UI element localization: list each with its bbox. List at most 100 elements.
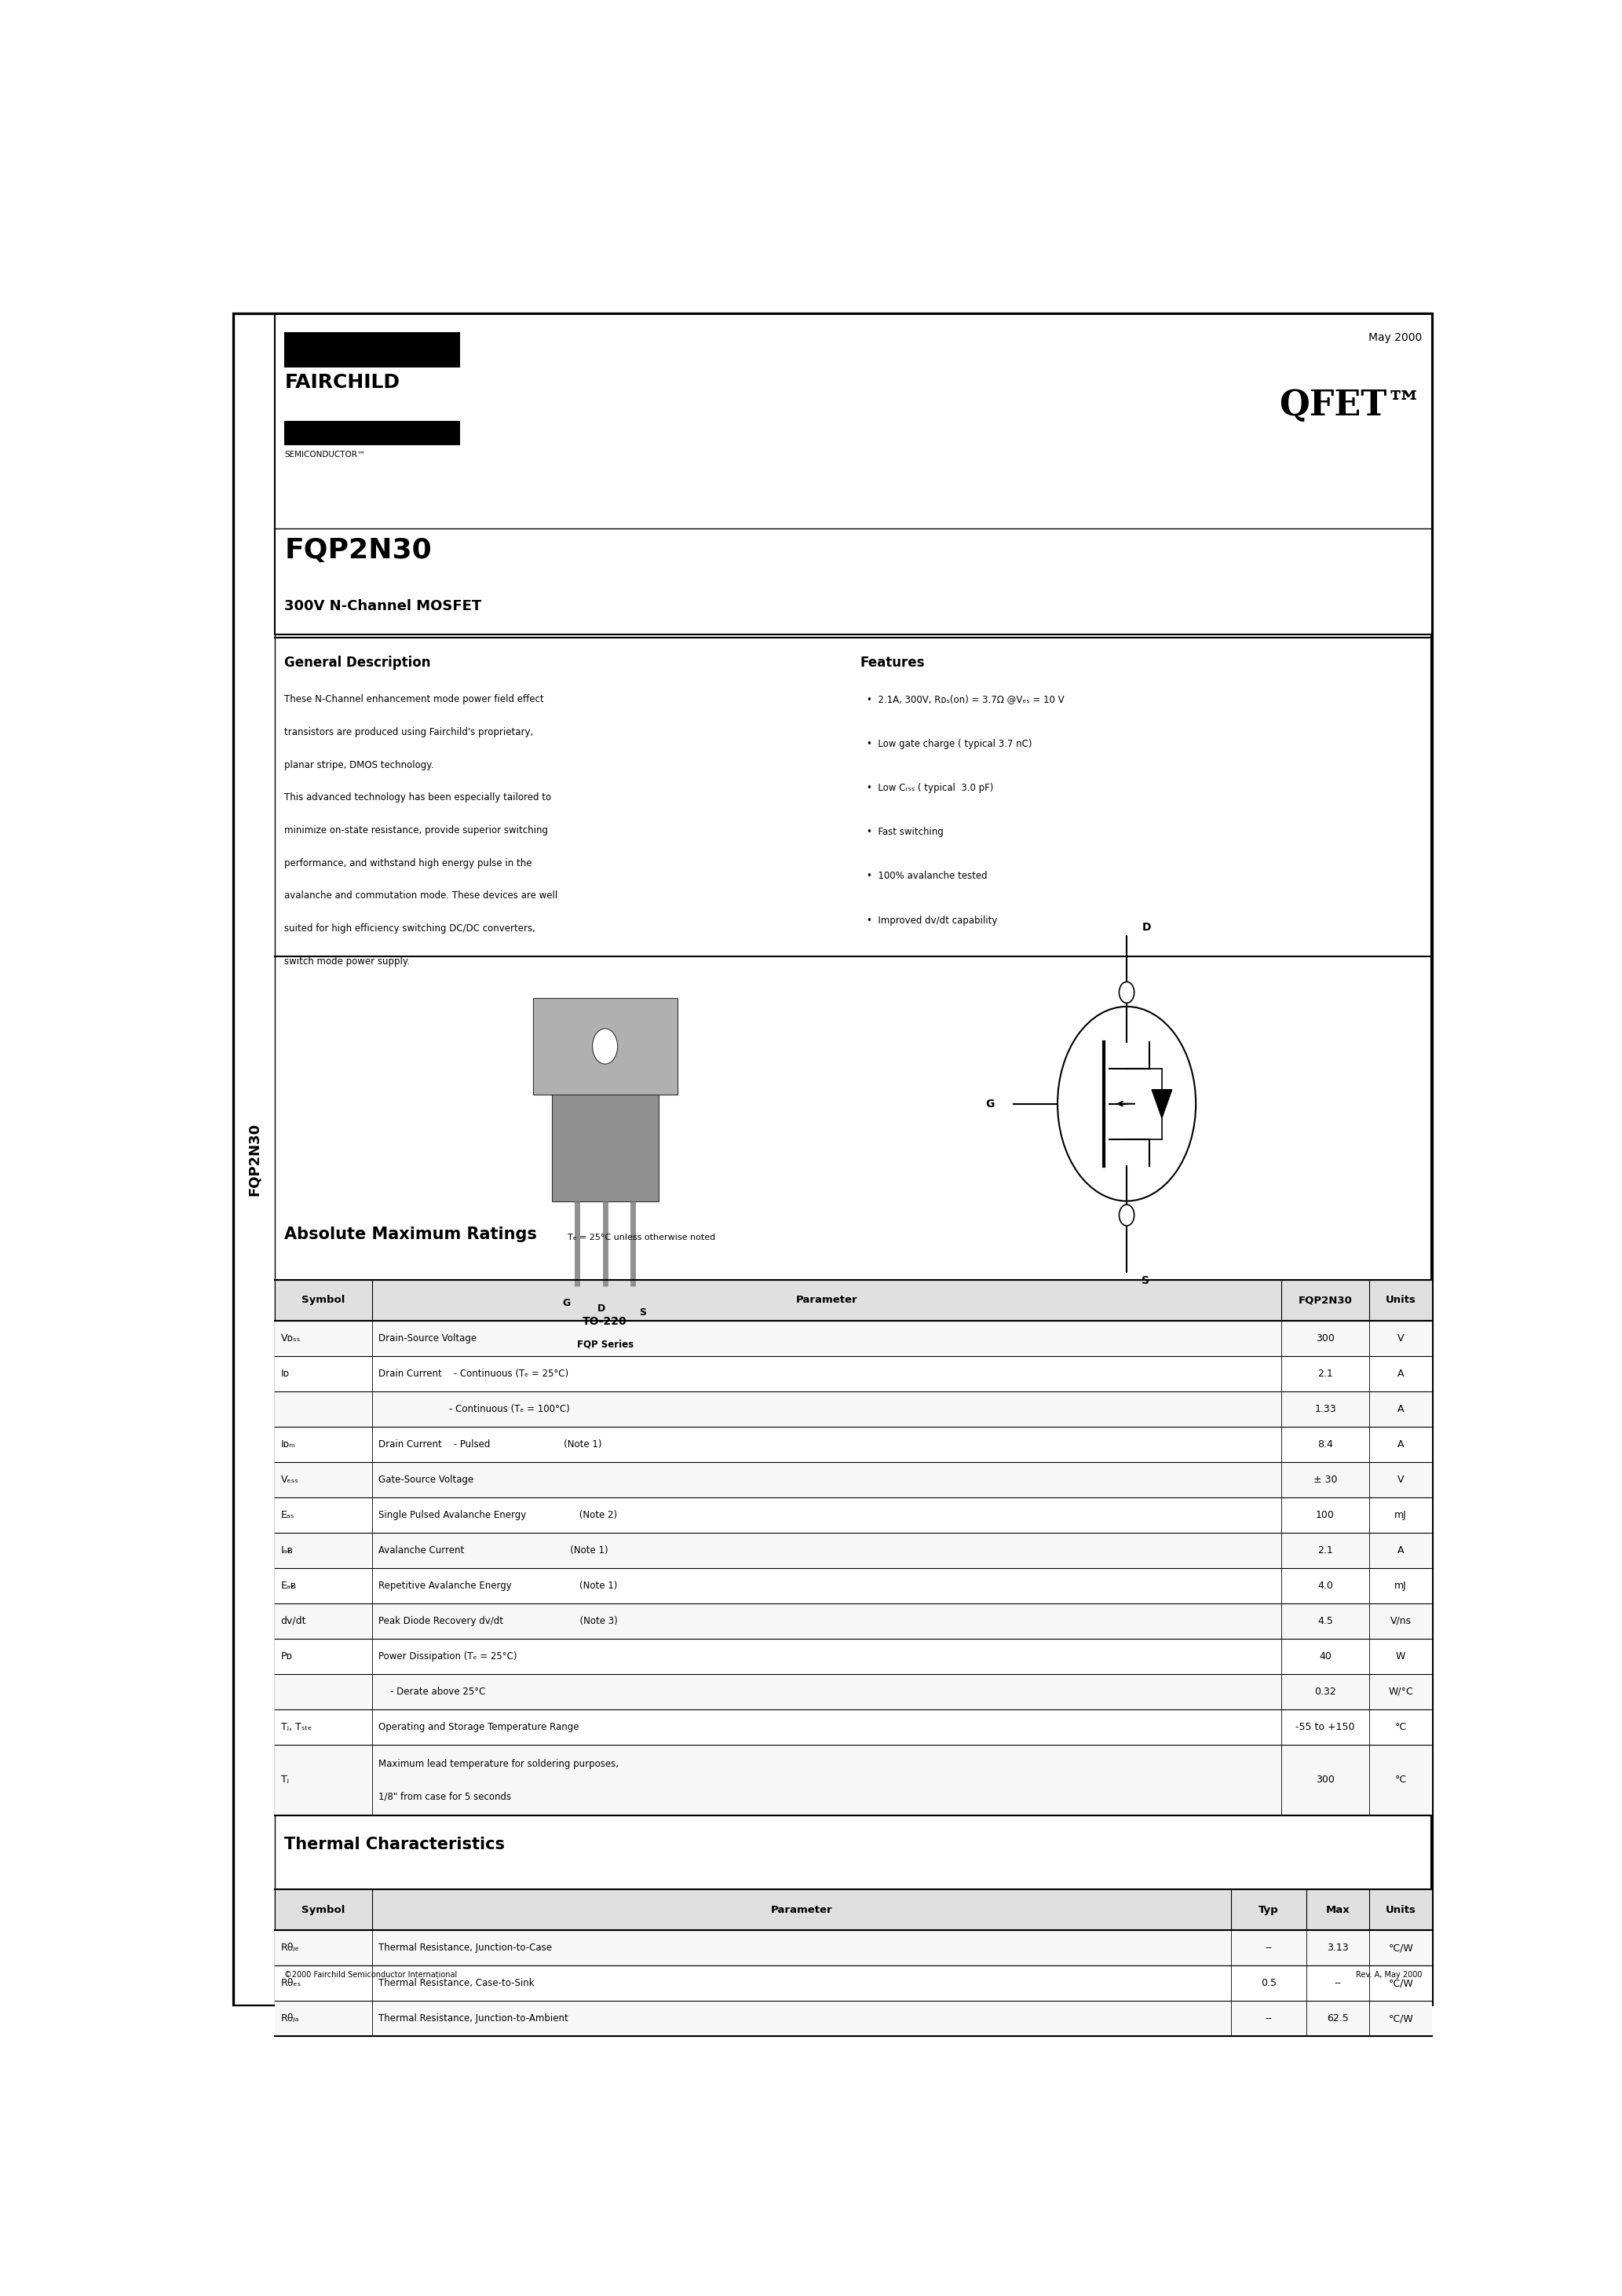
Text: °C/W: °C/W xyxy=(1388,2014,1413,2023)
Text: Vₑₛₛ: Vₑₛₛ xyxy=(281,1474,298,1486)
Text: •  Improved dv/dt capability: • Improved dv/dt capability xyxy=(866,916,998,925)
Text: ©2000 Fairchild Semiconductor International: ©2000 Fairchild Semiconductor Internatio… xyxy=(284,1970,457,1979)
Text: 3.13: 3.13 xyxy=(1327,1942,1350,1954)
Text: Repetitive Avalanche Energy                       (Note 1): Repetitive Avalanche Energy (Note 1) xyxy=(380,1580,618,1591)
FancyBboxPatch shape xyxy=(274,1708,1432,1745)
FancyBboxPatch shape xyxy=(274,315,1432,634)
FancyBboxPatch shape xyxy=(234,315,274,2004)
Text: Absolute Maximum Ratings: Absolute Maximum Ratings xyxy=(284,1226,537,1242)
Text: Tⱼ, Tₛₜₑ: Tⱼ, Tₛₜₑ xyxy=(281,1722,311,1731)
Text: mJ: mJ xyxy=(1395,1580,1406,1591)
Text: Units: Units xyxy=(1385,1295,1416,1304)
Text: 2.1: 2.1 xyxy=(1317,1545,1333,1554)
Text: •  Low gate charge ( typical 3.7 nC): • Low gate charge ( typical 3.7 nC) xyxy=(866,739,1032,748)
Text: Typ: Typ xyxy=(1259,1906,1278,1915)
Circle shape xyxy=(592,1029,618,1063)
Text: Eₐₛ: Eₐₛ xyxy=(281,1511,294,1520)
Text: W: W xyxy=(1397,1651,1406,1662)
Text: V: V xyxy=(1398,1474,1405,1486)
Text: •  2.1A, 300V, Rᴅₛ(on) = 3.7Ω @Vₑₛ = 10 V: • 2.1A, 300V, Rᴅₛ(on) = 3.7Ω @Vₑₛ = 10 V xyxy=(866,693,1064,705)
Text: Thermal Resistance, Junction-to-Case: Thermal Resistance, Junction-to-Case xyxy=(380,1942,551,1954)
FancyBboxPatch shape xyxy=(274,1674,1432,1708)
Text: Peak Diode Recovery dv/dt                          (Note 3): Peak Diode Recovery dv/dt (Note 3) xyxy=(380,1616,618,1626)
Text: Gate-Source Voltage: Gate-Source Voltage xyxy=(380,1474,474,1486)
FancyBboxPatch shape xyxy=(274,1568,1432,1603)
Text: D: D xyxy=(1142,921,1150,932)
Text: --: -- xyxy=(1265,1942,1272,1954)
Text: Avalanche Current                                    (Note 1): Avalanche Current (Note 1) xyxy=(380,1545,608,1554)
Text: Tₑ = 25°C unless otherwise noted: Tₑ = 25°C unless otherwise noted xyxy=(568,1233,715,1242)
Text: 1/8" from case for 5 seconds: 1/8" from case for 5 seconds xyxy=(380,1791,511,1802)
FancyBboxPatch shape xyxy=(274,1745,1432,1816)
Text: Features: Features xyxy=(860,657,925,670)
Text: mJ: mJ xyxy=(1395,1511,1406,1520)
Text: Rθⱼₑ: Rθⱼₑ xyxy=(281,1942,300,1954)
FancyBboxPatch shape xyxy=(274,1965,1432,2002)
Text: General Description: General Description xyxy=(284,657,431,670)
Text: Symbol: Symbol xyxy=(302,1295,345,1304)
Text: D: D xyxy=(597,1304,605,1313)
Text: Power Dissipation (Tₑ = 25°C): Power Dissipation (Tₑ = 25°C) xyxy=(380,1651,517,1662)
Text: performance, and withstand high energy pulse in the: performance, and withstand high energy p… xyxy=(284,859,532,868)
Text: Symbol: Symbol xyxy=(302,1906,345,1915)
Text: G: G xyxy=(986,1097,994,1109)
Text: Vᴅₛₛ: Vᴅₛₛ xyxy=(281,1334,300,1343)
Text: 1.33: 1.33 xyxy=(1314,1403,1337,1414)
FancyBboxPatch shape xyxy=(234,315,1432,2004)
Text: W/°C: W/°C xyxy=(1388,1688,1413,1697)
Text: --: -- xyxy=(1265,2014,1272,2023)
Text: S: S xyxy=(1142,1274,1150,1286)
Text: G: G xyxy=(563,1297,571,1309)
Text: Rθⱼₐ: Rθⱼₐ xyxy=(281,2014,298,2023)
FancyBboxPatch shape xyxy=(274,1391,1432,1426)
Text: Max: Max xyxy=(1325,1906,1350,1915)
Text: Operating and Storage Temperature Range: Operating and Storage Temperature Range xyxy=(380,1722,579,1731)
Text: 4.5: 4.5 xyxy=(1317,1616,1333,1626)
Text: 100: 100 xyxy=(1315,1511,1335,1520)
FancyBboxPatch shape xyxy=(284,333,461,367)
FancyBboxPatch shape xyxy=(274,1639,1432,1674)
FancyBboxPatch shape xyxy=(274,1355,1432,1391)
Text: TO-220: TO-220 xyxy=(582,1316,628,1327)
Text: °C/W: °C/W xyxy=(1388,1979,1413,1988)
Text: Iₐᴃ: Iₐᴃ xyxy=(281,1545,294,1554)
Text: Eₐᴃ: Eₐᴃ xyxy=(281,1580,297,1591)
Text: °C: °C xyxy=(1395,1722,1406,1731)
FancyBboxPatch shape xyxy=(274,1931,1432,1965)
Text: 0.32: 0.32 xyxy=(1314,1688,1337,1697)
FancyBboxPatch shape xyxy=(274,2002,1432,2037)
FancyBboxPatch shape xyxy=(274,1463,1432,1497)
Text: These N-Channel enhancement mode power field effect: These N-Channel enhancement mode power f… xyxy=(284,693,543,705)
Text: Single Pulsed Avalanche Energy                  (Note 2): Single Pulsed Avalanche Energy (Note 2) xyxy=(380,1511,618,1520)
Text: Rθₑₛ: Rθₑₛ xyxy=(281,1979,302,1988)
Text: Parameter: Parameter xyxy=(770,1906,832,1915)
FancyBboxPatch shape xyxy=(274,1890,1432,1931)
FancyBboxPatch shape xyxy=(274,1426,1432,1463)
Text: -55 to +150: -55 to +150 xyxy=(1296,1722,1354,1731)
Text: Drain-Source Voltage: Drain-Source Voltage xyxy=(380,1334,477,1343)
Text: V/ns: V/ns xyxy=(1390,1616,1411,1626)
Text: 8.4: 8.4 xyxy=(1317,1440,1333,1449)
Text: Iᴅₘ: Iᴅₘ xyxy=(281,1440,295,1449)
Text: Thermal Resistance, Case-to-Sink: Thermal Resistance, Case-to-Sink xyxy=(380,1979,535,1988)
Text: 62.5: 62.5 xyxy=(1327,2014,1350,2023)
FancyBboxPatch shape xyxy=(274,1279,1432,1320)
Text: Rev. A, May 2000: Rev. A, May 2000 xyxy=(1356,1970,1422,1979)
Text: This advanced technology has been especially tailored to: This advanced technology has been especi… xyxy=(284,792,551,804)
Text: FQP Series: FQP Series xyxy=(577,1339,633,1350)
Polygon shape xyxy=(532,999,678,1095)
FancyBboxPatch shape xyxy=(274,1320,1432,1355)
FancyBboxPatch shape xyxy=(274,1531,1432,1568)
Text: dv/dt: dv/dt xyxy=(281,1616,307,1626)
Text: suited for high efficiency switching DC/DC converters,: suited for high efficiency switching DC/… xyxy=(284,923,535,934)
Text: Parameter: Parameter xyxy=(796,1295,858,1304)
Text: Units: Units xyxy=(1385,1906,1416,1915)
Text: Iᴅ: Iᴅ xyxy=(281,1368,289,1378)
Text: - Continuous (Tₑ = 100°C): - Continuous (Tₑ = 100°C) xyxy=(380,1403,569,1414)
Text: Drain Current    - Continuous (Tₑ = 25°C): Drain Current - Continuous (Tₑ = 25°C) xyxy=(380,1368,569,1378)
Circle shape xyxy=(1119,983,1134,1003)
Text: 300V N-Channel MOSFET: 300V N-Channel MOSFET xyxy=(284,599,482,613)
Text: Pᴅ: Pᴅ xyxy=(281,1651,292,1662)
Text: 40: 40 xyxy=(1319,1651,1332,1662)
Text: •  100% avalanche tested: • 100% avalanche tested xyxy=(866,870,988,882)
